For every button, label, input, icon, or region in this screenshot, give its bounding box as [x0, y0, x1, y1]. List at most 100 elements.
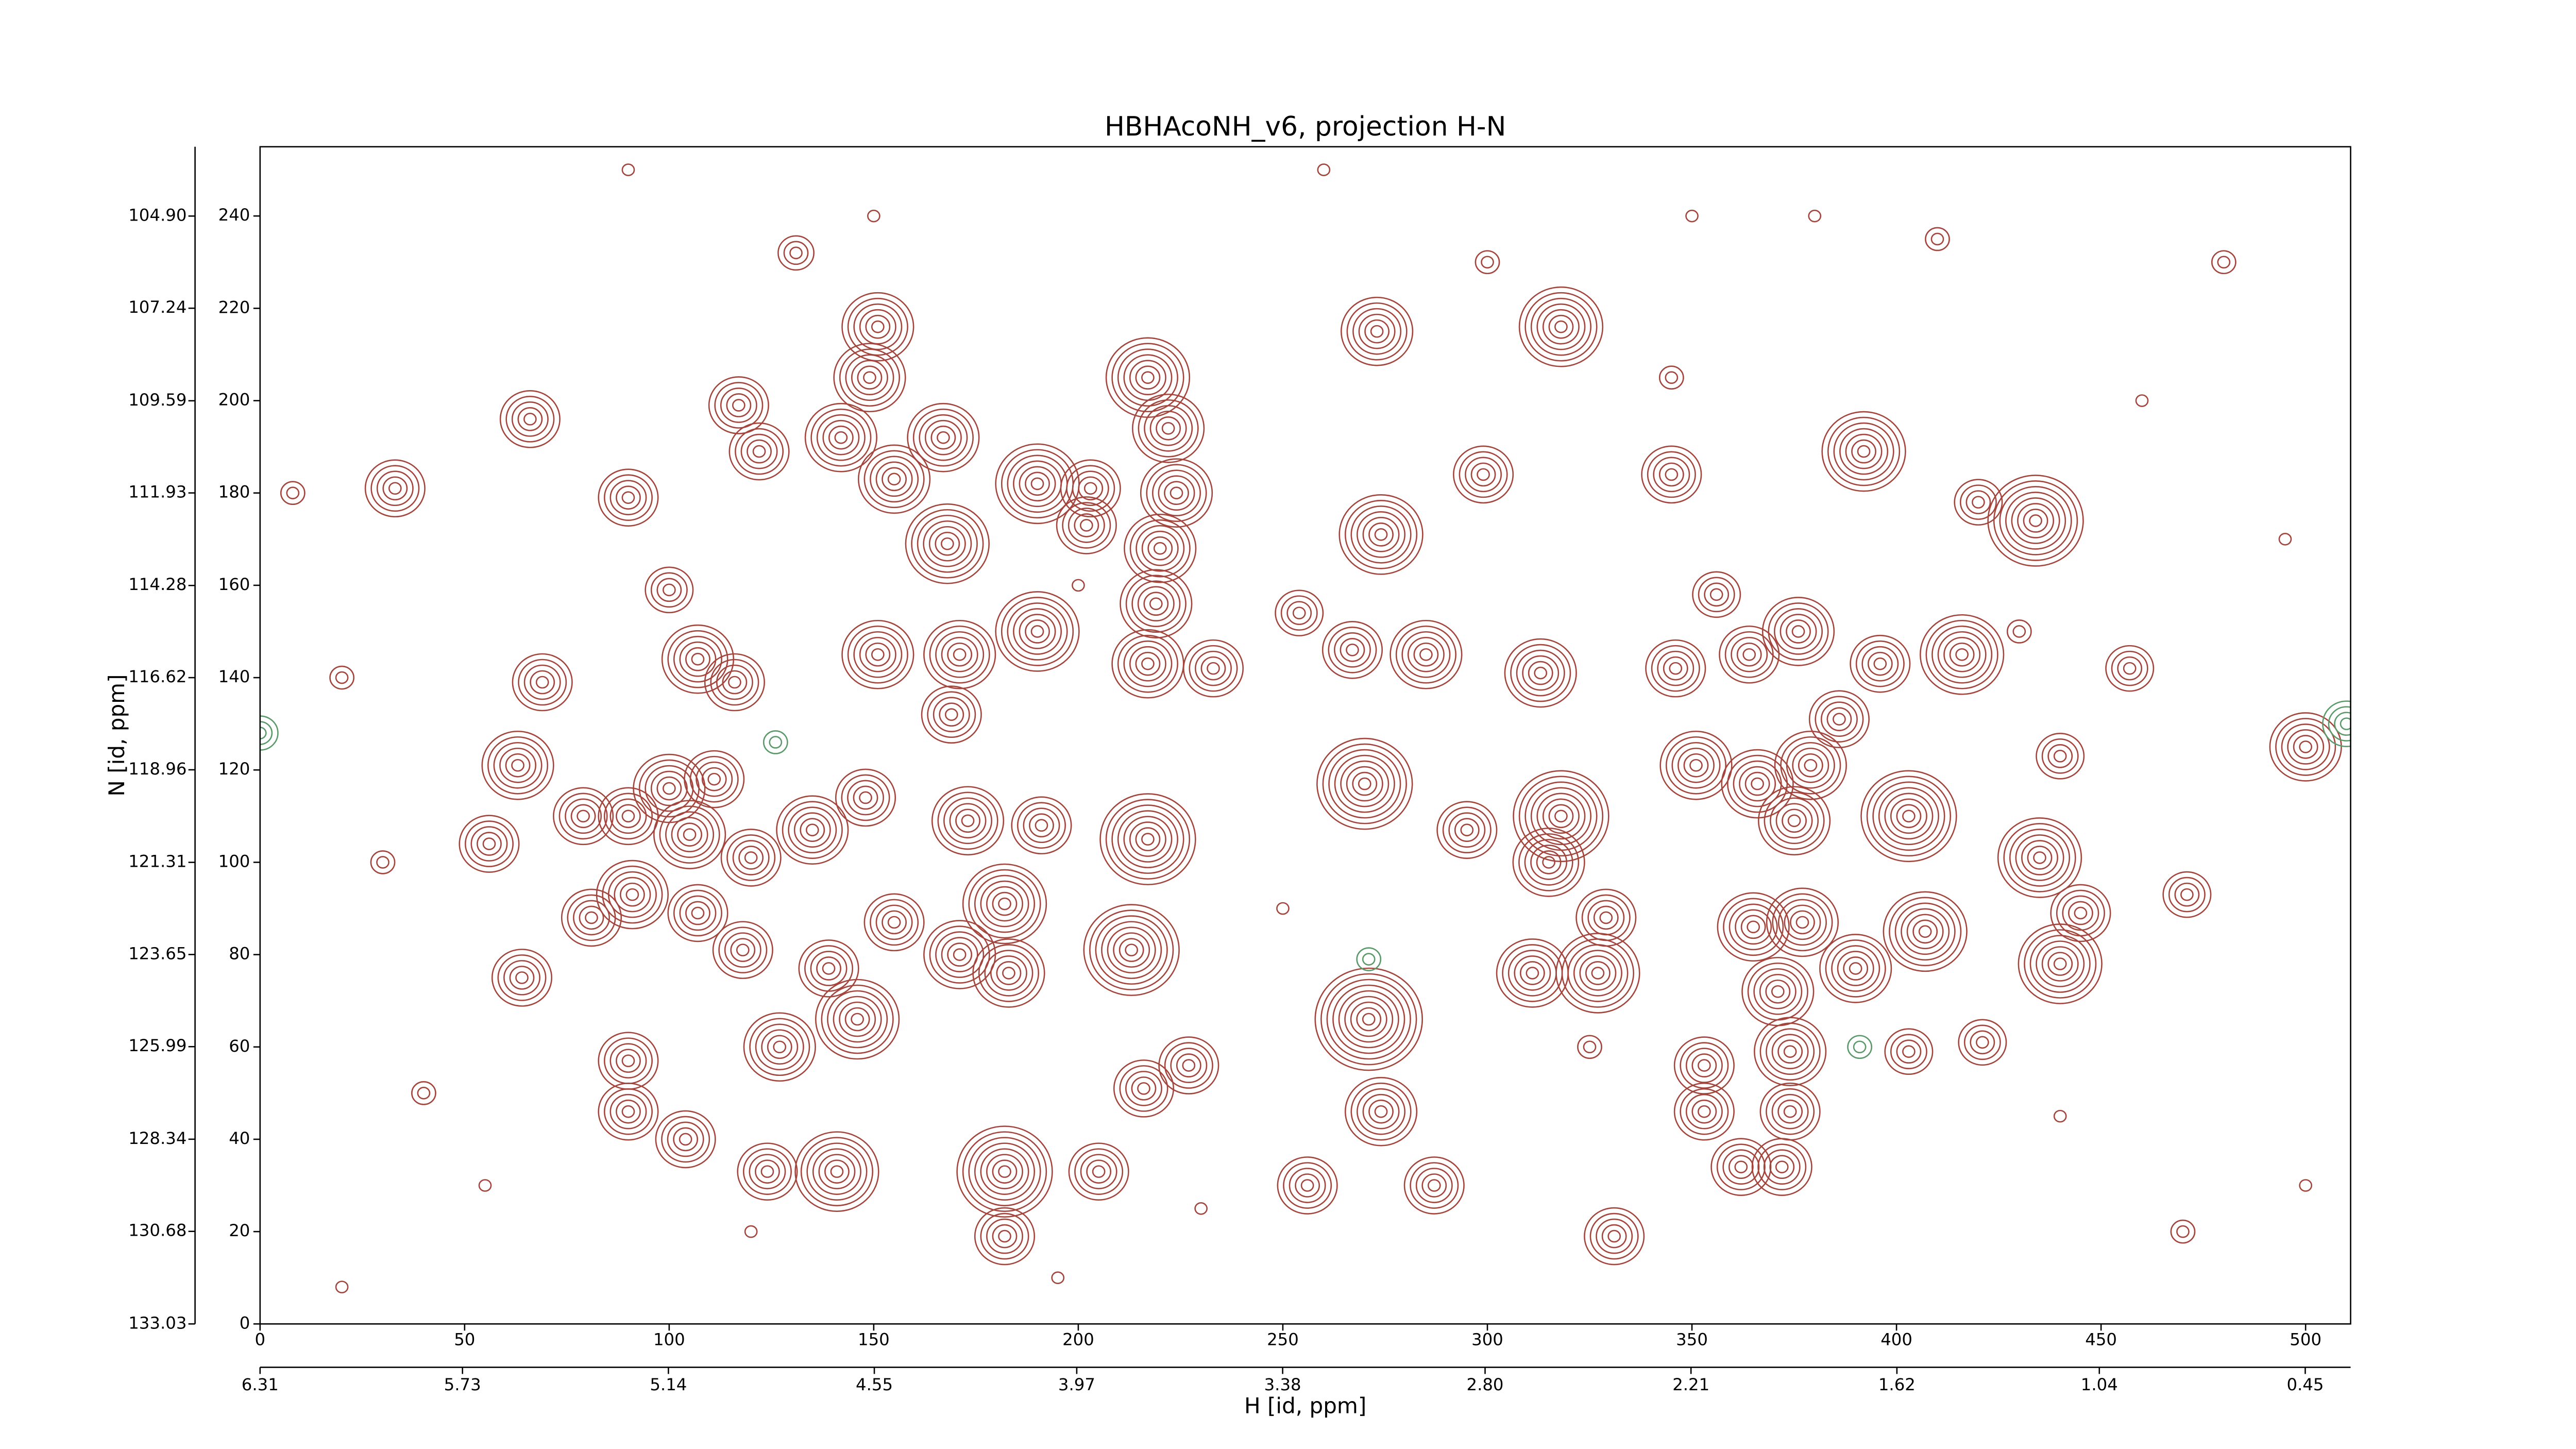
contour-ring	[1101, 921, 1162, 979]
contour-ring	[783, 241, 809, 265]
x2-tick-label: 3.97	[1058, 1375, 1095, 1394]
contour-ring	[2003, 823, 2076, 892]
contour-ring	[782, 801, 843, 859]
contour-ring	[1107, 926, 1156, 973]
contour-ring	[935, 931, 985, 978]
contour-ring	[828, 425, 854, 450]
contour-ring	[2012, 625, 2026, 638]
contour-ring	[776, 795, 849, 865]
contour-ring	[1536, 303, 1586, 350]
contour-ring	[956, 1125, 1053, 1218]
y2-tick-label: 125.99	[128, 1036, 187, 1055]
contour-ring	[673, 1127, 699, 1152]
contour-ring	[800, 1137, 874, 1206]
contour-ring	[875, 461, 913, 497]
contour-ring	[853, 785, 878, 810]
contour-ring	[585, 911, 598, 924]
contour-ring	[1987, 475, 2084, 567]
contour-ring	[863, 450, 925, 509]
contour-ring	[1575, 888, 1637, 947]
contour-ring	[607, 871, 657, 918]
contour-ring	[1453, 445, 1514, 504]
contour-ring	[736, 943, 750, 956]
contour-ring	[853, 631, 903, 678]
contour-ring	[511, 401, 549, 437]
contour-ring	[1030, 625, 1044, 638]
contour-ring	[935, 531, 960, 556]
contour-ring	[2023, 509, 2048, 533]
contour-ring	[1680, 1042, 1729, 1089]
contour-ring	[867, 209, 880, 223]
contour-ring	[1129, 646, 1166, 682]
x2-tick-label: 1.04	[2081, 1375, 2118, 1394]
contour-ring	[818, 1154, 856, 1189]
contour-ring	[1889, 897, 1962, 967]
contour-ring	[1774, 608, 1823, 655]
contour-ring	[827, 990, 888, 1049]
contour-ring	[1518, 286, 1604, 367]
contour-ring	[1709, 588, 1723, 601]
contour-ring	[1659, 730, 1733, 800]
contour-ring	[1757, 1143, 1807, 1190]
contour-ring	[1344, 996, 1394, 1043]
contour-ring	[609, 480, 647, 515]
contour-ring	[1129, 519, 1191, 578]
contour-ring	[1583, 1040, 1597, 1054]
contour-ring	[1665, 371, 1679, 384]
contour-ring	[1421, 1173, 1447, 1198]
contour-ring	[1820, 701, 1858, 737]
contour-ring	[1442, 806, 1492, 853]
contour-ring	[1833, 422, 1894, 481]
contour-ring	[986, 1154, 1023, 1189]
x2-tick-label: 3.38	[1264, 1375, 1301, 1394]
contour-ring	[1530, 787, 1592, 846]
contour-ring	[1955, 648, 1969, 661]
contour-ring	[286, 486, 300, 499]
contour-ring	[1352, 308, 1402, 355]
contour-ring	[1719, 625, 1780, 684]
contour-ring	[1723, 898, 1784, 956]
contour-ring	[1295, 1173, 1320, 1198]
contour-ring	[667, 1121, 704, 1157]
contour-ring	[995, 591, 1080, 672]
contour-ring	[2162, 871, 2212, 918]
contour-ring	[1943, 636, 1981, 672]
contour-ring	[2053, 957, 2067, 970]
contour-ring	[1774, 730, 1847, 800]
y-tick-label: 0	[240, 1313, 250, 1333]
contour-ring	[841, 619, 914, 689]
x-tick-label: 0	[255, 1330, 265, 1350]
contour-ring	[1878, 787, 1939, 846]
contour-ring	[1146, 464, 1207, 522]
contour-ring	[2340, 717, 2351, 730]
contour-ring	[1959, 484, 1997, 520]
contour-ring	[1089, 909, 1174, 990]
contour-ring	[858, 444, 931, 514]
contour-ring	[621, 491, 635, 504]
contour-ring	[972, 938, 1045, 1008]
contour-ring	[980, 880, 1029, 928]
contour-ring	[1195, 650, 1232, 686]
contour-ring	[1536, 850, 1562, 874]
contour-ring	[2047, 952, 2073, 976]
contour-ring	[1901, 908, 1950, 955]
contour-ring	[962, 863, 1047, 945]
contour-ring	[747, 439, 772, 464]
contour-ring	[1362, 1093, 1400, 1130]
contour-ring	[603, 793, 653, 840]
contour-ring	[996, 961, 1022, 985]
contour-ring	[1589, 1212, 1639, 1260]
contour-ring	[923, 920, 996, 989]
contour-ring	[1338, 494, 1423, 575]
contour-ring	[1016, 802, 1066, 849]
contour-ring	[2123, 662, 2137, 675]
y-tick-label: 60	[229, 1036, 250, 1056]
contour-ring	[1368, 523, 1394, 547]
contour-ring	[1798, 753, 1823, 778]
contour-ring	[1736, 642, 1762, 667]
contour-ring	[1481, 256, 1494, 269]
contour-ring	[1890, 1034, 1927, 1070]
contour-ring	[961, 814, 975, 828]
y2-tick-label: 133.03	[128, 1313, 187, 1333]
contour-ring	[1062, 502, 1111, 549]
